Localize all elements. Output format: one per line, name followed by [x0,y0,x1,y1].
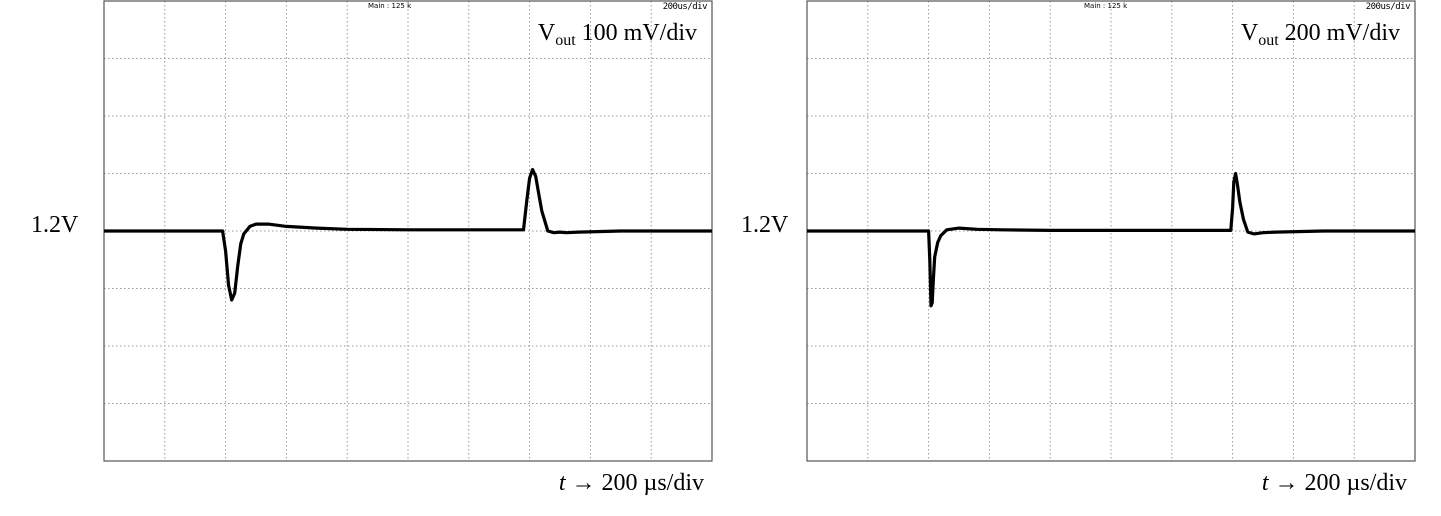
reference-level-label-left: 1.2V [31,212,79,238]
trace-vout [104,167,712,302]
time-axis-label-right: t → 200 µs/div [1203,468,1407,498]
time-variable: t [1261,470,1269,496]
time-variable: t [558,470,566,496]
channel-label: Vout 200 mV/div [1241,18,1400,56]
time-scale: → 200 µs/div [1274,470,1407,496]
channel-symbol: V [1240,20,1259,46]
scope-panel-left: Main : 125 k 200us/div Vout 100 mV/div [103,0,713,462]
scope-plot-right [806,0,1416,462]
channel-subscript: out [1258,32,1279,49]
main-sample-label: Main : 125 k [368,2,412,10]
channel-symbol: V [537,20,556,46]
reference-level-label-right: 1.2V [741,212,789,238]
timebase-header-label: 200us/div [662,2,708,12]
time-scale: → 200 µs/div [571,470,704,496]
channel-label: Vout 100 mV/div [538,18,697,56]
channel-scale: 100 mV/div [581,20,697,46]
scope-plot-left [103,0,713,462]
timebase-header-label: 200us/div [1365,2,1411,12]
trace-vout [807,171,1415,308]
scope-panel-right: Main : 125 k 200us/div Vout 200 mV/div [806,0,1416,462]
channel-subscript: out [555,32,576,49]
time-axis-label-left: t → 200 µs/div [500,468,704,498]
main-sample-label: Main : 125 k [1084,2,1128,10]
channel-scale: 200 mV/div [1284,20,1400,46]
